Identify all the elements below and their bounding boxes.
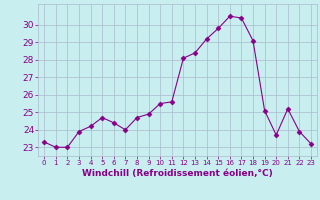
X-axis label: Windchill (Refroidissement éolien,°C): Windchill (Refroidissement éolien,°C) (82, 169, 273, 178)
